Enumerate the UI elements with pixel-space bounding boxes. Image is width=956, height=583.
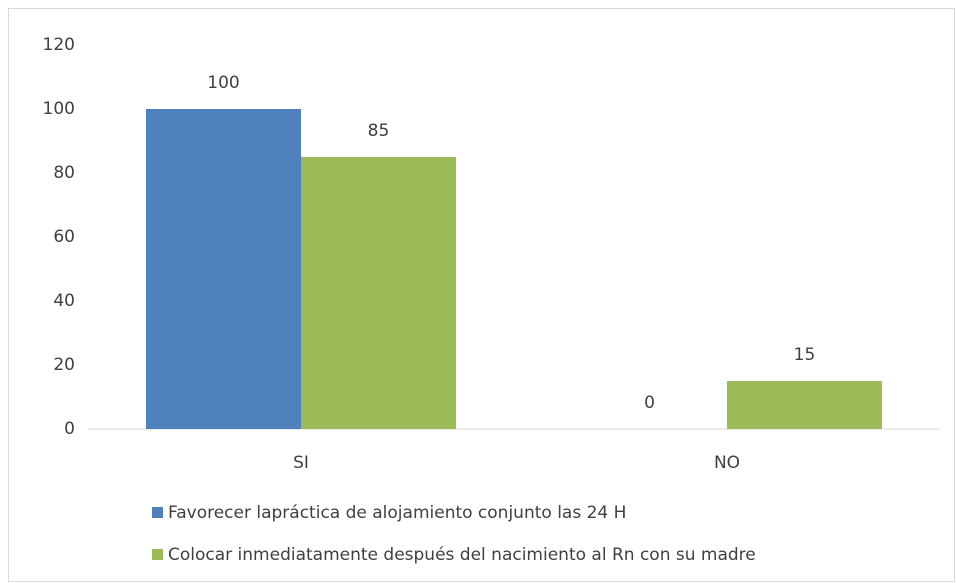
value-label: 15 — [794, 345, 816, 365]
bar — [727, 381, 882, 429]
value-label: 85 — [368, 121, 390, 141]
value-label: 0 — [644, 393, 655, 413]
legend-swatch — [152, 549, 163, 560]
x-tick-label: NO — [714, 453, 740, 473]
legend-swatch — [152, 507, 163, 518]
bar — [301, 157, 456, 429]
y-tick-label: 80 — [53, 163, 75, 183]
y-tick-label: 60 — [53, 227, 75, 247]
value-label: 100 — [207, 73, 239, 93]
y-tick-label: 100 — [43, 99, 75, 119]
x-tick-label: SI — [293, 453, 309, 473]
y-tick-label: 0 — [64, 419, 75, 439]
legend-label: Favorecer lapráctica de alojamiento conj… — [168, 503, 626, 523]
y-tick-label: 40 — [53, 291, 75, 311]
bar — [146, 109, 301, 429]
y-tick-label: 120 — [43, 35, 75, 55]
y-tick-label: 20 — [53, 355, 75, 375]
legend-label: Colocar inmediatamente después del nacim… — [168, 545, 756, 565]
